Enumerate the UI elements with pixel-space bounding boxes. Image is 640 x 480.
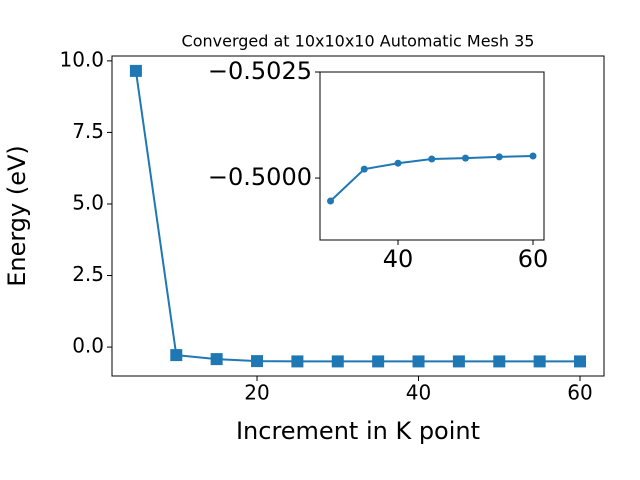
- marker: [529, 152, 537, 160]
- marker: [493, 355, 506, 368]
- y-tick-label: 5.0: [72, 190, 104, 214]
- marker: [372, 355, 385, 368]
- marker: [394, 159, 402, 167]
- y-axis-label: Energy (eV): [3, 145, 31, 287]
- marker: [533, 355, 546, 368]
- marker: [170, 349, 183, 362]
- series-line: [134, 70, 581, 363]
- marker: [331, 355, 344, 368]
- chart-title: Converged at 10x10x10 Automatic Mesh 35: [182, 32, 535, 51]
- x-tick-label: 60: [518, 245, 549, 273]
- x-tick-label: 60: [567, 381, 592, 405]
- marker: [327, 197, 335, 205]
- marker: [452, 355, 465, 368]
- x-axis-label: Increment in K point: [236, 417, 480, 445]
- marker: [129, 64, 142, 77]
- marker: [210, 353, 223, 366]
- marker: [360, 165, 368, 173]
- marker: [428, 155, 436, 163]
- x-tick-label: 40: [383, 245, 414, 273]
- y-tick-label: 7.5: [72, 119, 104, 143]
- y-tick-label: −0.5000: [208, 163, 312, 191]
- marker: [495, 153, 503, 161]
- y-tick-label: 0.0: [72, 334, 104, 358]
- marker: [412, 355, 425, 368]
- marker: [251, 355, 264, 368]
- marker: [462, 154, 470, 162]
- y-tick-label: 2.5: [72, 262, 104, 286]
- y-tick-label: −0.5025: [208, 57, 312, 85]
- marker: [291, 355, 304, 368]
- y-tick-label: 10.0: [59, 47, 104, 71]
- x-tick-label: 20: [244, 381, 269, 405]
- x-tick-label: 40: [406, 381, 431, 405]
- marker: [574, 355, 587, 368]
